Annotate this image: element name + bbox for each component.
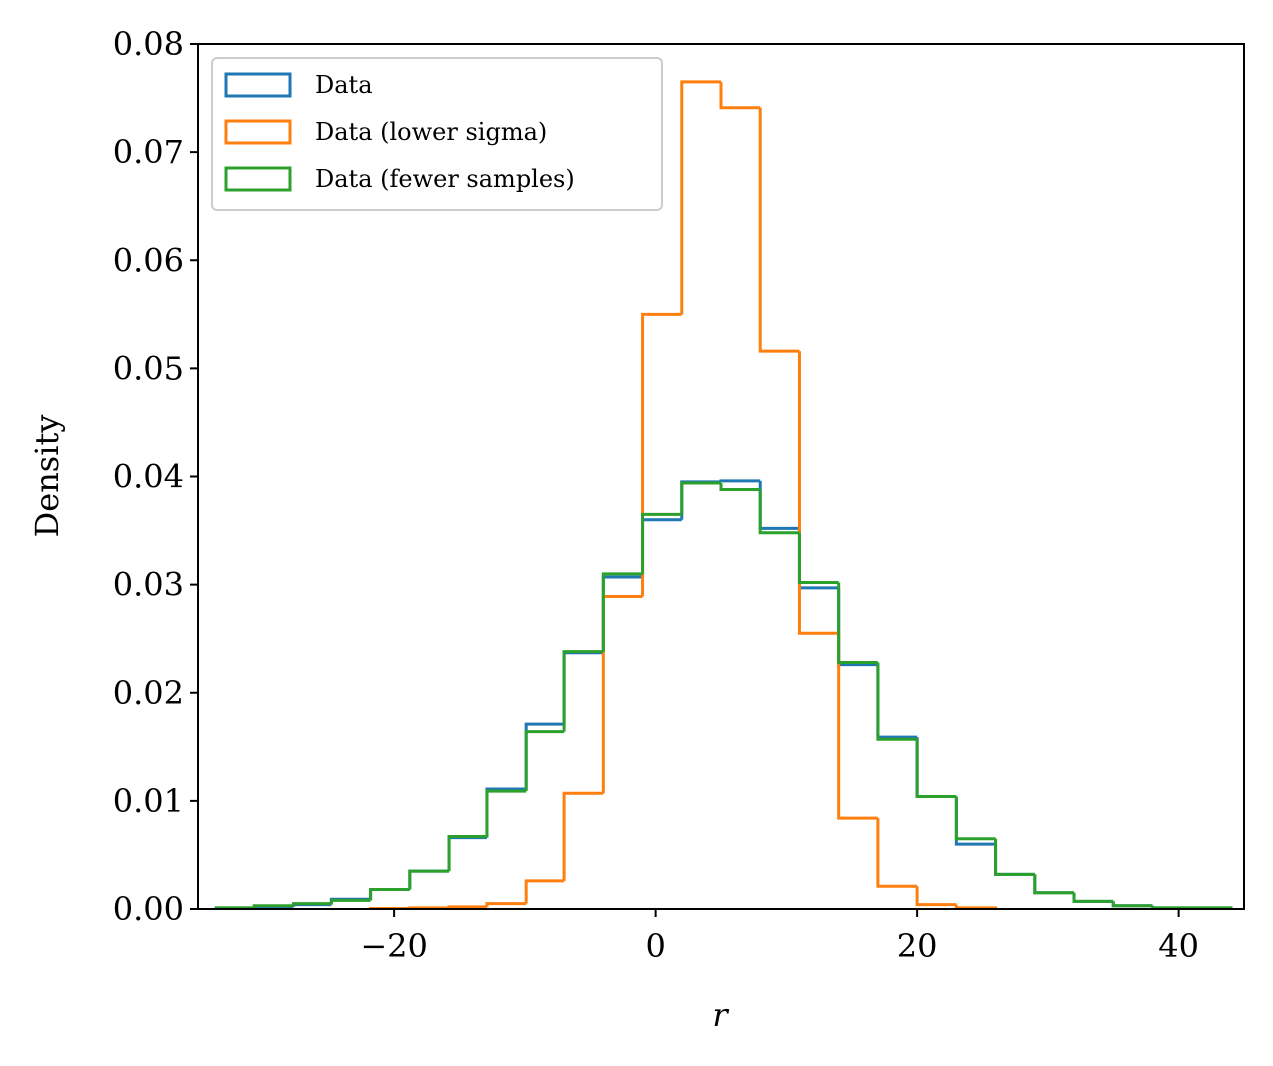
y-tick-label: 0.07 [113,133,184,171]
histogram-bar [837,633,878,820]
histogram-bar [1033,874,1075,895]
y-axis-label: Density [28,415,66,538]
y-tick-label: 0.00 [113,890,184,928]
histogram-bar [369,888,410,901]
histogram-bar [641,312,682,597]
histogram-bar [719,482,761,491]
y-tick-label: 0.02 [113,674,184,712]
legend-item: Data (lower sigma) [224,118,547,146]
histogram-bar [641,512,682,574]
histogram-bar [797,532,839,584]
histogram-bar [1150,905,1192,910]
x-tick-label: 20 [897,927,938,965]
histogram-bar [680,481,721,515]
legend-swatch [224,119,292,145]
y-tick-label: 0.01 [113,782,184,820]
histogram-bar [876,662,918,741]
histogram-bar [954,796,996,841]
y-tick-label: 0.03 [113,566,184,604]
histogram-bar [915,739,957,799]
histogram-bar [1072,892,1114,903]
legend: Data Data (lower sigma) Data (fewer sample… [211,57,663,211]
y-tick-label: 0.08 [113,25,184,63]
y-tick-label: 0.05 [113,349,184,387]
histogram-bar [680,80,721,315]
legend-swatch [224,166,292,192]
x-tick-label: −20 [360,927,428,965]
legend-items: Data Data (lower sigma) Data (fewer sample… [224,71,575,193]
legend-item: Data (fewer samples) [224,165,575,193]
legend-label: Data (fewer samples) [315,165,575,193]
histogram-bar [329,898,371,904]
histogram-bar [524,879,565,904]
histogram-bar [562,791,604,881]
histogram-bar [447,835,487,872]
legend-label: Data [315,71,373,99]
legend-item: Data [224,71,373,99]
histogram-bar [562,650,604,732]
histogram-bar [408,869,450,890]
histogram-bar [837,582,878,664]
histogram-bar [758,107,800,353]
histogram-bar [758,489,800,535]
x-axis-ticks: −20 0 20 40 [360,909,1199,965]
legend-box [211,57,663,211]
y-tick-label: 0.04 [113,458,184,496]
y-axis-ticks: 0.00 0.01 0.02 0.03 0.04 0.05 0.06 0.07 0.08 [113,25,198,928]
series-3 [214,481,1233,910]
histogram-bar [601,572,643,652]
histogram-bar [252,904,294,908]
histogram-bar [994,838,1035,876]
histogram-bar [447,905,487,909]
histogram-bar [719,479,761,483]
histogram-bar [876,818,918,888]
histogram-bar [719,81,761,110]
histogram-bar [485,789,527,837]
x-axis-label: r [712,996,729,1034]
histogram-bar [915,886,957,907]
x-tick-label: 40 [1158,927,1199,965]
series-layer [214,80,1233,910]
histogram-bar [797,351,839,635]
histogram-bar [1111,901,1153,908]
x-tick-label: 0 [645,927,665,965]
legend-label: Data (lower sigma) [315,118,547,146]
histogram-bar [524,730,565,792]
histogram-bar [291,902,332,906]
y-tick-label: 0.06 [113,241,184,279]
legend-swatch [224,72,292,98]
histogram-bar [485,902,527,907]
